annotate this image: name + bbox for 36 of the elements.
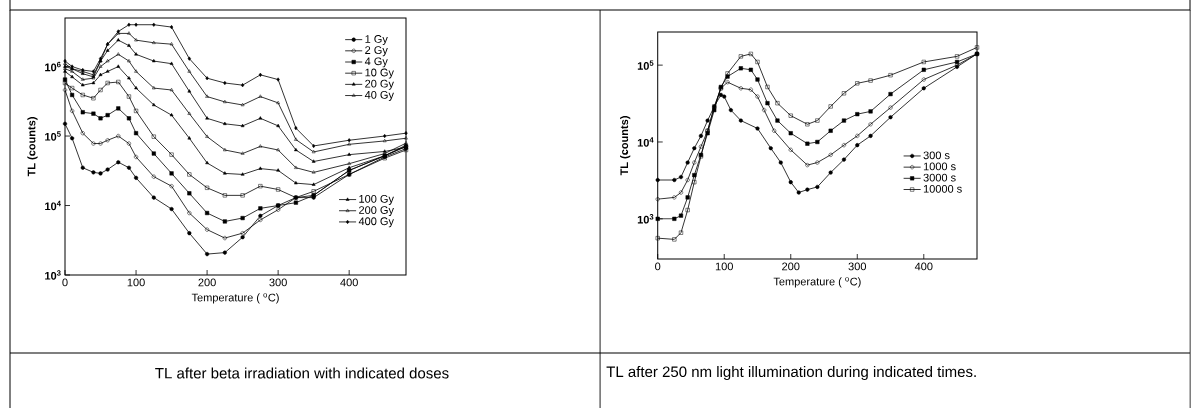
legend-label: 1000 s	[923, 162, 956, 171]
y-tick-label: 10$^{4}$	[637, 137, 654, 147]
legend-label: 300 s	[923, 151, 950, 160]
y-tick-label: 10$^{3}$	[45, 270, 61, 280]
x-tick-label: 200	[198, 278, 216, 287]
legend-label: 400 Gy	[358, 217, 394, 228]
y-tick-label: 10$^{4}$	[45, 200, 61, 211]
x-tick-label: 0	[655, 262, 661, 271]
text: TL after 250 nm light illumination during indicated times.	[606, 366, 976, 380]
legend-label: 200 Gy	[359, 206, 394, 217]
legend-label: 20 Gy	[365, 79, 394, 90]
y-tick-label: 10$^{3}$	[637, 214, 654, 224]
y-axis-title: TL (counts)	[27, 117, 38, 177]
legend-label: 1 Gy	[365, 35, 388, 46]
x-tick-label: 300	[269, 278, 287, 287]
y-tick-label: 10$^{5}$	[45, 131, 61, 141]
y-tick-label: 10$^{5}$	[637, 60, 654, 70]
x-axis-title: Temperature ( $^{o}$C)	[191, 293, 279, 304]
legend-label: 10 Gy	[365, 68, 394, 79]
legend-label: 40 Gy	[364, 90, 394, 101]
y-axis-title: TL (counts)	[620, 116, 631, 176]
x-tick-label: 400	[914, 262, 933, 271]
x-tick-label: 100	[127, 278, 145, 287]
y-tick-label: 10$^{6}$	[45, 61, 61, 72]
legend-label: 2 Gy	[365, 46, 388, 57]
text: TL after beta irradiation with indicated doses	[155, 367, 449, 379]
legend-label: 3000 s	[923, 173, 956, 182]
legend-label: 4 Gy	[364, 57, 388, 68]
legend-label: 10000 s	[923, 184, 962, 193]
x-tick-label: 0	[62, 278, 68, 287]
legend-label: 100 Gy	[359, 194, 394, 205]
x-tick-label: 200	[782, 262, 800, 271]
x-tick-label: 300	[848, 262, 866, 271]
x-tick-label: 400	[340, 278, 358, 287]
x-axis-title: Temperature ( $^{o}$C)	[773, 277, 861, 288]
x-tick-label: 100	[715, 262, 733, 271]
